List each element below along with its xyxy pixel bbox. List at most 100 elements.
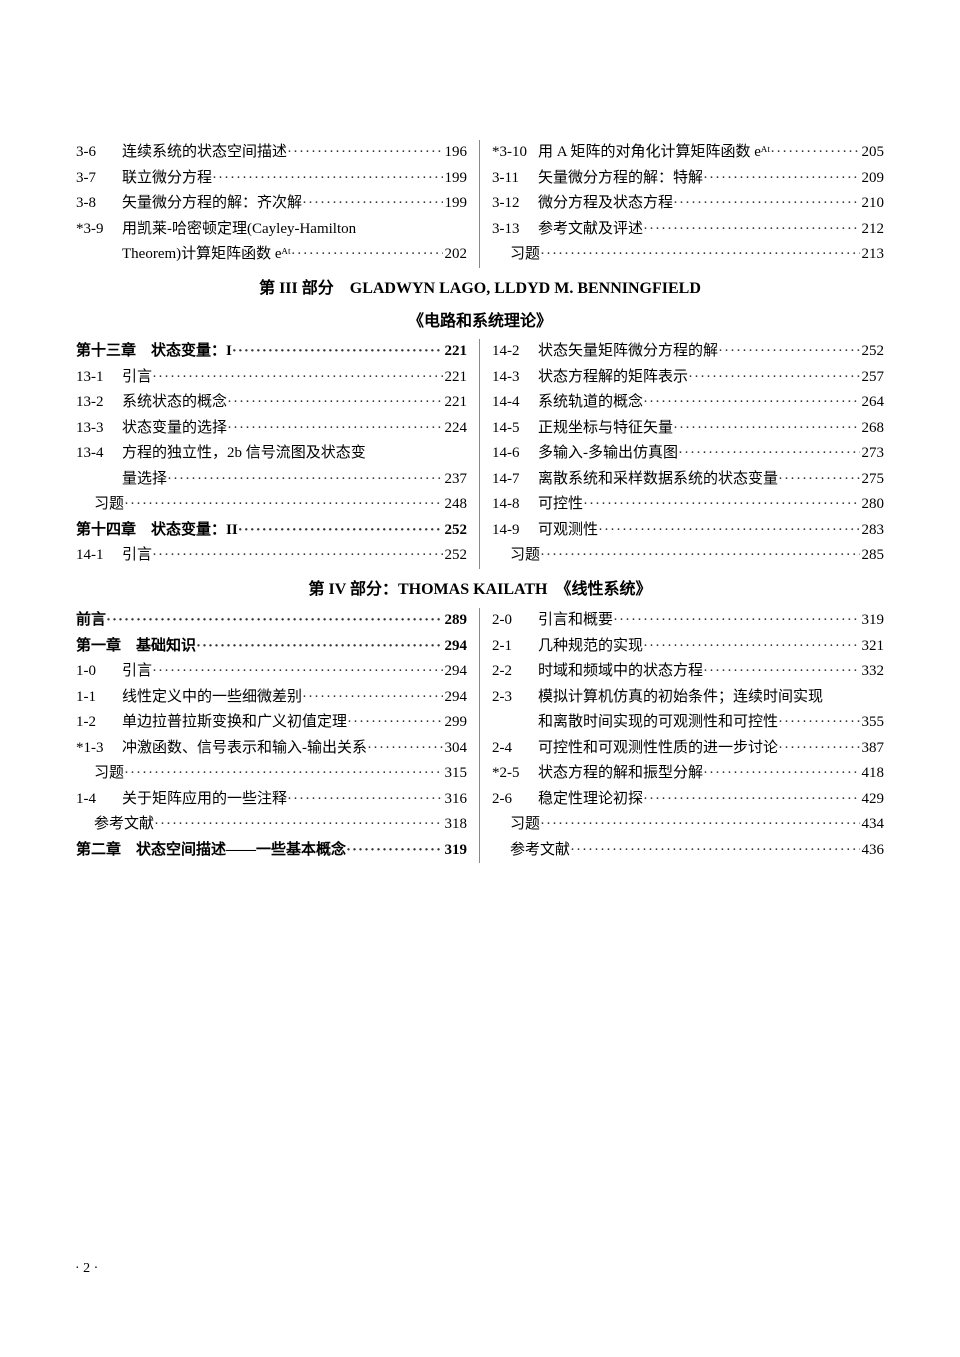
toc-entry-page: 224 (443, 416, 468, 442)
toc-entry-page: 418 (860, 761, 885, 787)
toc-leader-dots (302, 685, 442, 711)
toc-entry-line: 14-3状态方程解的矩阵表示257 (492, 365, 884, 391)
toc-entry-line: 14-5正规坐标与特征矢量268 (492, 416, 884, 442)
toc-entry-line: 习题285 (492, 543, 884, 569)
toc-leader-dots (367, 736, 443, 762)
toc-entry-line: 14-1引言252 (76, 543, 467, 569)
toc-entry-line: 14-7离散系统和采样数据系统的状态变量275 (492, 467, 884, 493)
section-heading-3: 第 III 部分 GLADWYN LAGO, LLDYD M. BENNINGF… (68, 276, 892, 302)
toc-entry-number: 14-3 (492, 365, 538, 391)
toc-entry-number: 14-8 (492, 492, 538, 518)
toc-entry-title: 线性定义中的一些细微差别 (122, 685, 302, 711)
toc-entry-number: 3-8 (76, 191, 122, 217)
toc-leader-dots (673, 191, 859, 217)
toc-entry-line: 13-1引言221 (76, 365, 467, 391)
toc-entry-title: 系统轨道的概念 (538, 390, 643, 416)
toc-entry-title: 可控性和可观测性性质的进一步讨论 (538, 736, 778, 762)
toc-entry-page: 285 (860, 543, 885, 569)
toc-entry-line: *3-9用凯莱-哈密顿定理(Cayley-Hamilton (76, 217, 467, 243)
toc-leader-dots (570, 838, 859, 864)
toc-chapter-line: 前言289 (76, 608, 467, 634)
toc-entry-page: 209 (860, 166, 885, 192)
toc-entry-title: 单边拉普拉斯变换和广义初值定理 (122, 710, 347, 736)
toc-entry-line: 2-1几种规范的实现321 (492, 634, 884, 660)
toc-leader-dots (124, 492, 442, 518)
toc-entry-number: *1-3 (76, 736, 122, 762)
toc-leader-dots (152, 543, 442, 569)
toc-entry-number: 13-2 (76, 390, 122, 416)
toc-entry-line: 2-2时域和频域中的状态方程332 (492, 659, 884, 685)
toc-entry-title: 时域和频域中的状态方程 (538, 659, 703, 685)
toc-leader-dots (227, 416, 442, 442)
toc-content: 3-6连续系统的状态空间描述1963-7联立微分方程1993-8矢量微分方程的解… (68, 140, 892, 863)
toc-entry-line: *3-10用 A 矩阵的对角化计算矩阵函数 eᴬᵗ 205 (492, 140, 884, 166)
toc-entry-page: 210 (860, 191, 885, 217)
toc-entry-page: 299 (443, 710, 468, 736)
toc-entry-line: 14-8可控性280 (492, 492, 884, 518)
toc-entry-page: 319 (860, 608, 885, 634)
toc-entry-title: 引言 (122, 543, 152, 569)
toc-entry-page: 321 (860, 634, 885, 660)
toc-entry-page: 318 (443, 812, 468, 838)
toc-entry-line: 3-7联立微分方程199 (76, 166, 467, 192)
toc-entry-page: 429 (860, 787, 885, 813)
toc-leader-dots (152, 365, 442, 391)
toc-leader-dots (232, 339, 443, 365)
toc-leader-dots (703, 659, 859, 685)
toc-entry-page: 283 (860, 518, 885, 544)
toc-leader-dots (540, 812, 859, 838)
toc-entry-page: 205 (860, 140, 885, 166)
toc-entry-line: 3-11矢量微分方程的解：特解209 (492, 166, 884, 192)
toc-entry-title: 模拟计算机仿真的初始条件；连续时间实现 (538, 685, 823, 711)
toc-entry-title: 系统状态的概念 (122, 390, 227, 416)
toc-entry-line: 习题315 (76, 761, 467, 787)
toc-entry-page: 280 (860, 492, 885, 518)
toc-entry-number: 1-2 (76, 710, 122, 736)
toc-entry-number: 3-11 (492, 166, 538, 192)
toc-entry-number: *3-10 (492, 140, 538, 166)
toc-leader-dots (613, 608, 859, 634)
toc-entry-line: 3-13参考文献及评述212 (492, 217, 884, 243)
toc-entry-line: 14-6多输入-多输出仿真图273 (492, 441, 884, 467)
toc-entry-title: 状态矢量矩阵微分方程的解 (538, 339, 718, 365)
toc-entry-page: 213 (860, 242, 885, 268)
toc-entry-number: *2-5 (492, 761, 538, 787)
toc-entry-number: 2-0 (492, 608, 538, 634)
toc-entry-title: 用 A 矩阵的对角化计算矩阵函数 eᴬᵗ (538, 140, 770, 166)
toc-entry-page: 355 (860, 710, 885, 736)
toc-entry-number: 2-1 (492, 634, 538, 660)
toc-entry-number: 3-12 (492, 191, 538, 217)
toc-leader-dots (287, 787, 442, 813)
toc-entry-number: 13-3 (76, 416, 122, 442)
toc-leader-dots (212, 166, 442, 192)
toc-entry-number: 3-6 (76, 140, 122, 166)
toc-entry-page: 434 (860, 812, 885, 838)
toc-entry-page: 257 (860, 365, 885, 391)
toc-leader-dots (291, 242, 443, 268)
toc-leader-dots (643, 390, 859, 416)
toc-entry-page: 196 (443, 140, 468, 166)
toc-entry-page: 275 (860, 467, 885, 493)
toc-leader-dots (778, 736, 859, 762)
toc-leader-dots (643, 634, 859, 660)
toc-entry-line: *2-5状态方程的解和振型分解418 (492, 761, 884, 787)
toc-entry-number: 1-1 (76, 685, 122, 711)
toc-entry-line: 13-2系统状态的概念221 (76, 390, 467, 416)
toc-chapter-line: 第十三章 状态变量：I221 (76, 339, 467, 365)
toc-entry-number: 1-4 (76, 787, 122, 813)
toc-entry-page: 252 (443, 543, 468, 569)
toc-entry-line: 和离散时间实现的可观测性和可控性355 (492, 710, 884, 736)
toc-leader-dots (124, 761, 442, 787)
toc-leader-dots (718, 339, 859, 365)
toc-entry-page: 332 (860, 659, 885, 685)
toc-entry-number: 2-6 (492, 787, 538, 813)
toc-leader-dots (540, 242, 859, 268)
toc-entry-title: 矢量微分方程的解：齐次解 (122, 191, 302, 217)
toc-entry-title: 量选择 (122, 467, 167, 493)
toc-leader-dots (688, 365, 859, 391)
toc-col-right: 14-2状态矢量矩阵微分方程的解25214-3状态方程解的矩阵表示25714-4… (480, 339, 892, 569)
toc-col-left: 3-6连续系统的状态空间描述1963-7联立微分方程1993-8矢量微分方程的解… (68, 140, 480, 268)
toc-entry-line: 参考文献318 (76, 812, 467, 838)
toc-entry-line: 2-0引言和概要319 (492, 608, 884, 634)
toc-entry-line: 参考文献436 (492, 838, 884, 864)
